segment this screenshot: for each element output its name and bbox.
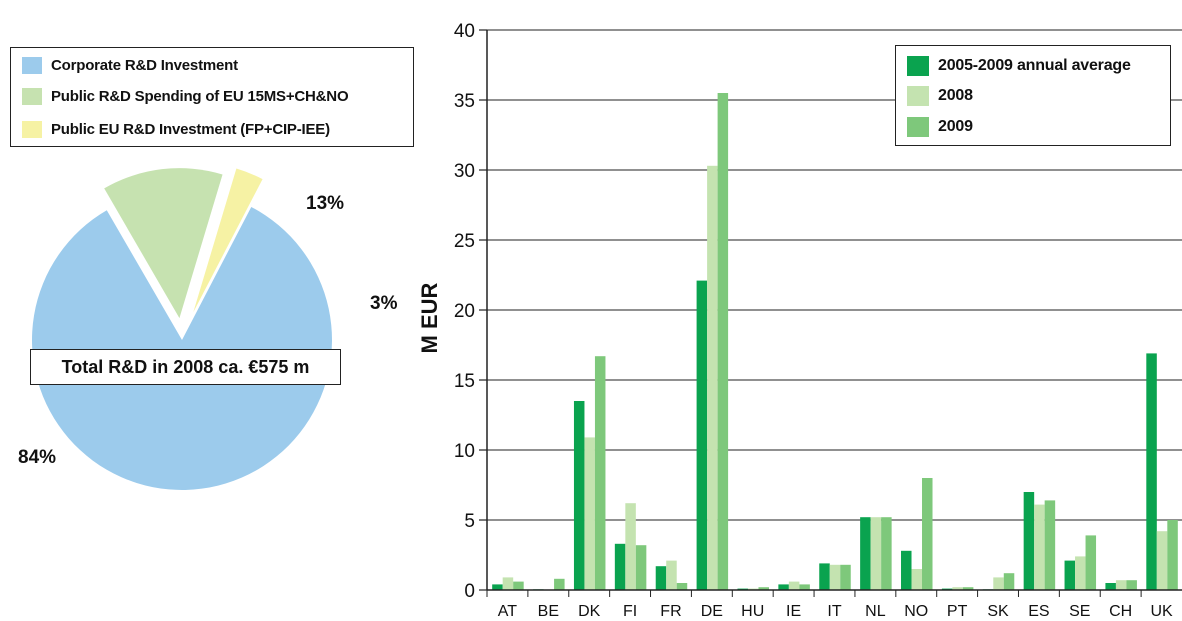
bar-DK-2009	[595, 356, 606, 590]
y-tick-label: 20	[454, 301, 475, 322]
bar-DE-2005-2009-annual-average	[697, 281, 708, 590]
bar-DK-2008	[584, 437, 595, 590]
bar-FR-2009	[677, 583, 688, 590]
bar-NO-2009	[922, 478, 933, 590]
bar-UK-2008	[1157, 531, 1168, 590]
bar-IE-2008	[789, 582, 800, 590]
bar-ES-2008	[1034, 505, 1045, 590]
bar-legend-item: 2009	[907, 116, 973, 138]
bar-AT-2005-2009-annual-average	[492, 584, 503, 590]
x-tick-label: AT	[498, 603, 517, 620]
x-tick-label: SK	[987, 603, 1009, 620]
x-tick-label: NO	[904, 603, 928, 620]
legend-label: 2009	[938, 118, 973, 136]
x-tick-label: UK	[1150, 603, 1173, 620]
x-tick-label: PT	[947, 603, 968, 620]
y-tick-label: 25	[454, 231, 475, 252]
x-tick-label: DK	[578, 603, 601, 620]
y-tick-label: 5	[464, 511, 475, 532]
bar-FR-2005-2009-annual-average	[656, 566, 667, 590]
bar-SE-2008	[1075, 556, 1086, 590]
bar-BE-2009	[554, 579, 565, 590]
bar-DK-2005-2009-annual-average	[574, 401, 585, 590]
bar-IT-2009	[840, 565, 851, 590]
x-tick-label: DE	[701, 603, 723, 620]
y-tick-label: 40	[454, 21, 475, 42]
legend-swatch	[907, 86, 929, 106]
bar-NL-2005-2009-annual-average	[860, 517, 871, 590]
bar-SK-2009	[1004, 573, 1015, 590]
bar-FI-2008	[625, 503, 636, 590]
bar-DE-2008	[707, 166, 718, 590]
x-tick-label: FI	[623, 603, 637, 620]
bar-IT-2008	[830, 565, 841, 590]
bar-FI-2009	[636, 545, 647, 590]
x-tick-label: ES	[1028, 603, 1049, 620]
bar-IE-2005-2009-annual-average	[778, 584, 789, 590]
x-tick-label: SE	[1069, 603, 1090, 620]
y-axis-label: M EUR	[417, 282, 442, 353]
bar-FI-2005-2009-annual-average	[615, 544, 626, 590]
bar-NL-2009	[881, 517, 892, 590]
bar-CH-2008	[1116, 580, 1127, 590]
bar-FR-2008	[666, 561, 677, 590]
x-tick-label: IT	[827, 603, 841, 620]
y-tick-label: 10	[454, 441, 475, 462]
legend-swatch	[907, 117, 929, 137]
x-tick-label: BE	[538, 603, 559, 620]
bar-IE-2009	[799, 584, 810, 590]
bar-NL-2008	[871, 517, 882, 590]
bar-SE-2005-2009-annual-average	[1065, 561, 1076, 590]
bar-UK-2005-2009-annual-average	[1146, 353, 1157, 590]
bars	[492, 93, 1178, 590]
legend-swatch	[907, 56, 929, 76]
y-tick-label: 30	[454, 161, 475, 182]
legend-label: 2005-2009 annual average	[938, 57, 1131, 75]
bar-SK-2008	[993, 577, 1004, 590]
bar-legend: 2005-2009 annual average 2008 2009	[895, 45, 1171, 146]
bar-IT-2005-2009-annual-average	[819, 563, 830, 590]
bar-AT-2009	[513, 582, 524, 590]
x-tick-label: IE	[786, 603, 801, 620]
x-tick-label: CH	[1109, 603, 1132, 620]
bar-DE-2009	[718, 93, 729, 590]
bar-NO-2005-2009-annual-average	[901, 551, 912, 590]
y-tick-label: 35	[454, 91, 475, 112]
bar-NO-2008	[912, 569, 923, 590]
bar-SE-2009	[1086, 535, 1097, 590]
y-tick-label: 15	[454, 371, 475, 392]
bar-ES-2005-2009-annual-average	[1024, 492, 1035, 590]
legend-label: 2008	[938, 87, 973, 105]
y-tick-label: 0	[464, 581, 475, 602]
x-tick-label: HU	[741, 603, 764, 620]
bar-CH-2005-2009-annual-average	[1105, 583, 1116, 590]
bar-CH-2009	[1126, 580, 1137, 590]
x-tick-label: NL	[865, 603, 886, 620]
bar-legend-item: 2008	[907, 85, 973, 107]
x-tick-label: FR	[660, 603, 681, 620]
bar-AT-2008	[503, 577, 514, 590]
bar-legend-item: 2005-2009 annual average	[907, 55, 1131, 77]
bar-ES-2009	[1045, 500, 1056, 590]
bar-UK-2009	[1167, 520, 1178, 590]
